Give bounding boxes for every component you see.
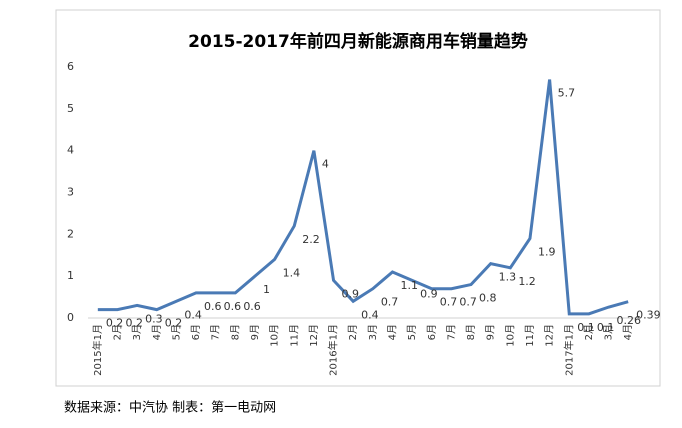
- y-tick-label: 2: [67, 227, 74, 240]
- data-label: 0.6: [224, 300, 242, 313]
- data-label: 5.7: [558, 87, 576, 100]
- x-tick-label: 3月: [131, 324, 143, 340]
- data-label: 0.6: [204, 300, 222, 313]
- data-label: 0.2: [125, 317, 143, 330]
- x-tick-label: 5月: [406, 324, 418, 340]
- x-tick-label: 4月: [622, 324, 634, 340]
- data-label: 0.7: [459, 296, 477, 309]
- data-label: 0.7: [440, 296, 458, 309]
- x-tick-label: 8月: [229, 324, 241, 340]
- data-label: 0.4: [184, 308, 202, 321]
- y-tick-label: 3: [67, 186, 74, 199]
- x-tick-label: 2017年1月: [562, 324, 575, 376]
- x-tick-label: 3月: [367, 324, 379, 340]
- data-label: 0.9: [342, 287, 360, 300]
- x-tick-label: 4月: [386, 324, 398, 340]
- data-label: 0.6: [243, 300, 260, 313]
- x-tick-label: 7月: [445, 324, 457, 340]
- x-tick-label: 11月: [288, 324, 300, 347]
- x-tick-label: 2015年1月: [91, 324, 104, 376]
- x-tick-label: 11月: [524, 324, 536, 347]
- x-tick-label: 2月: [583, 324, 595, 340]
- data-label: 4: [322, 158, 329, 171]
- x-tick-label: 10月: [504, 324, 516, 347]
- x-tick-label: 5月: [170, 324, 182, 340]
- data-label: 0.7: [381, 296, 399, 309]
- x-tick-label: 2016年1月: [327, 324, 340, 376]
- data-label: 0.26: [617, 314, 642, 327]
- x-tick-label: 3月: [603, 324, 615, 340]
- x-tick-label: 2月: [347, 324, 359, 340]
- x-tick-label: 6月: [190, 324, 202, 340]
- data-label: 1.1: [400, 279, 418, 292]
- data-label: 1.3: [499, 271, 517, 284]
- data-label: 1.2: [518, 275, 536, 288]
- x-tick-label: 9月: [485, 324, 497, 340]
- x-tick-label: 2月: [111, 324, 123, 340]
- data-label: 0.8: [479, 292, 497, 305]
- x-tick-label: 7月: [210, 324, 222, 340]
- x-tick-label: 8月: [465, 324, 477, 340]
- data-label: 0.1: [597, 321, 615, 334]
- y-tick-label: 6: [67, 60, 74, 73]
- data-label: 0.2: [165, 317, 183, 330]
- x-tick-label: 6月: [426, 324, 438, 340]
- data-label: 1: [263, 283, 270, 296]
- data-label: 1.9: [538, 246, 556, 259]
- y-tick-label: 1: [67, 269, 74, 282]
- line: [97, 79, 629, 316]
- data-label: 0.39: [636, 309, 661, 322]
- x-tick-label: 4月: [151, 324, 163, 340]
- source-note: 数据来源：中汽协 制表：第一电动网: [64, 401, 276, 416]
- data-label: 0.1: [577, 321, 595, 334]
- data-label: 1.4: [283, 266, 301, 279]
- x-tick-label: 9月: [249, 324, 261, 340]
- y-tick-label: 0: [67, 311, 74, 324]
- y-tick-label: 4: [67, 144, 74, 157]
- x-tick-label: 12月: [544, 324, 556, 347]
- y-tick-label: 5: [67, 102, 74, 115]
- data-label: 0.9: [420, 287, 438, 300]
- data-label: 0.3: [145, 312, 163, 325]
- data-label: 2.2: [302, 233, 320, 246]
- data-label: 0.4: [361, 308, 379, 321]
- x-tick-label: 12月: [308, 324, 320, 347]
- data-label: 0.2: [106, 317, 124, 330]
- x-tick-label: 10月: [269, 324, 281, 347]
- chart-title: 2015-2017年前四月新能源商用车销量趋势: [188, 31, 528, 52]
